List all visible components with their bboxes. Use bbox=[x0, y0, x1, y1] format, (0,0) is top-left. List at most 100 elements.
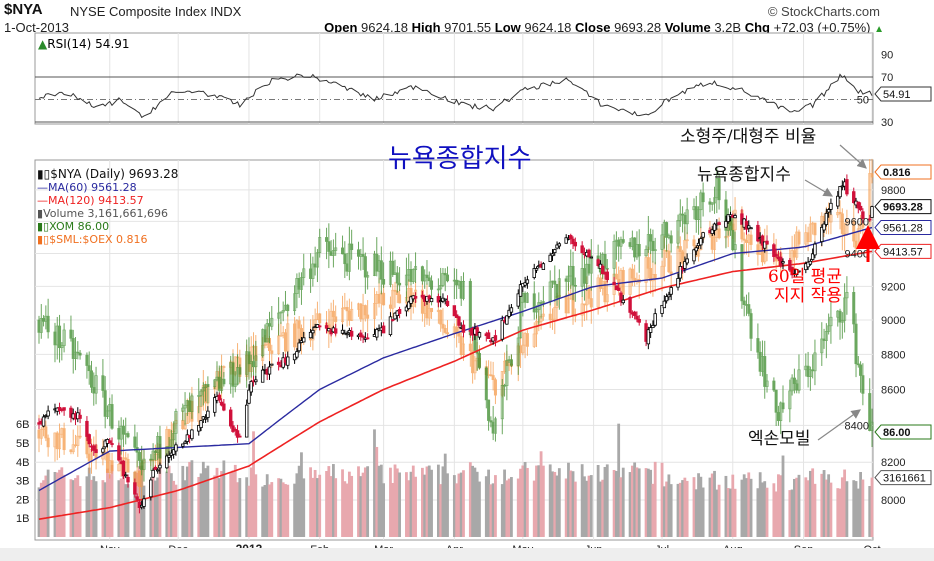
nya-candle bbox=[569, 235, 573, 240]
sml-oex-body bbox=[461, 343, 465, 355]
nya-candle bbox=[62, 407, 66, 411]
sml-oex-body bbox=[589, 298, 593, 308]
volume-bar bbox=[122, 466, 125, 537]
nya-candle bbox=[142, 498, 146, 507]
nya-candle bbox=[185, 434, 190, 442]
xom-body bbox=[197, 395, 201, 397]
xom-body bbox=[361, 254, 365, 257]
xom-body bbox=[813, 352, 817, 372]
volume-bar bbox=[484, 476, 488, 537]
xom-body bbox=[169, 439, 173, 447]
volume-bar bbox=[820, 473, 824, 537]
price-tick-label: 8800 bbox=[881, 349, 905, 361]
security-name: NYSE Composite Index INDX bbox=[70, 4, 241, 19]
volume-bar bbox=[553, 471, 557, 537]
rsi-value-tag: 54.91 bbox=[874, 86, 932, 102]
nya-candle bbox=[135, 496, 139, 500]
nya-candle bbox=[756, 224, 760, 242]
nya-candle bbox=[349, 330, 354, 337]
nya-candle bbox=[669, 287, 673, 295]
up-arrow-icon: ▲ bbox=[874, 24, 884, 35]
volume-bar bbox=[669, 484, 673, 537]
price-tick-label: 9000 bbox=[881, 315, 905, 327]
nya-candle bbox=[635, 315, 639, 320]
xom-body bbox=[60, 345, 64, 349]
nya-candle bbox=[534, 268, 539, 271]
volume-bar bbox=[414, 476, 417, 537]
volume-bar bbox=[174, 484, 178, 537]
sml-oex-body bbox=[446, 332, 450, 335]
xom-body bbox=[311, 263, 315, 279]
sml-oex-body bbox=[124, 457, 128, 460]
volume-bar bbox=[254, 474, 258, 537]
close-label: Close bbox=[575, 20, 611, 35]
nya-candle bbox=[461, 324, 466, 333]
exchange: INDX bbox=[210, 4, 242, 19]
security-name-text: NYSE Composite Index bbox=[70, 4, 207, 19]
sml-oex-body bbox=[393, 289, 397, 292]
volume-bar bbox=[233, 464, 237, 537]
volume-bar bbox=[332, 464, 335, 537]
volume-bar bbox=[270, 482, 274, 537]
sml-oex-body bbox=[411, 301, 415, 307]
volume-bar bbox=[840, 477, 844, 537]
sml-oex-body bbox=[580, 303, 584, 316]
sml-oex-body bbox=[295, 320, 299, 348]
nya-candle bbox=[516, 293, 520, 307]
nya-candle bbox=[297, 342, 301, 352]
ma60-value-tag-box bbox=[874, 220, 932, 236]
xom-body bbox=[206, 383, 210, 387]
volume-value-tag-text: 3161661 bbox=[883, 473, 926, 485]
xom-body bbox=[261, 329, 265, 357]
volume-bar bbox=[795, 477, 799, 537]
sml-value-tag-box bbox=[874, 164, 932, 180]
xom-body bbox=[859, 364, 863, 376]
nya-candle bbox=[324, 325, 329, 329]
open-value: 9624.18 bbox=[361, 20, 409, 35]
rsi-icon: ▲ bbox=[38, 37, 48, 51]
xom-series bbox=[37, 168, 874, 482]
volume-bar bbox=[85, 476, 89, 537]
sml-oex-body bbox=[742, 238, 746, 241]
volume-bar bbox=[765, 487, 769, 537]
xom-body bbox=[747, 304, 751, 314]
nya-candle bbox=[318, 325, 322, 328]
sml-oex-body bbox=[603, 280, 607, 303]
volume-bar bbox=[284, 484, 287, 537]
volume-bar bbox=[603, 466, 607, 537]
volume-bar bbox=[297, 465, 301, 537]
nya-candle bbox=[174, 444, 178, 452]
legend-xom: ▮▯XOM 86.00 bbox=[37, 220, 178, 233]
nya-candle bbox=[475, 327, 479, 336]
volume-bar bbox=[541, 465, 545, 537]
nya-candle bbox=[108, 440, 112, 444]
volume-bar bbox=[407, 480, 411, 537]
xom-body bbox=[484, 367, 488, 401]
volume-bar bbox=[252, 431, 255, 537]
volume-bar bbox=[583, 476, 586, 537]
nya-candle bbox=[747, 225, 751, 229]
volume-bar bbox=[391, 482, 395, 537]
nya-candle bbox=[532, 268, 536, 278]
sml-oex-body bbox=[455, 326, 459, 333]
volume-bar bbox=[204, 468, 207, 537]
price-tick-label: 8600 bbox=[881, 384, 905, 396]
volume-bar bbox=[46, 469, 50, 537]
xom-body bbox=[220, 378, 224, 391]
xom-body bbox=[281, 310, 285, 313]
sml-oex-body bbox=[297, 320, 301, 329]
volume-bar bbox=[158, 443, 162, 537]
volume-bar bbox=[717, 484, 721, 537]
volume-bar bbox=[373, 429, 376, 537]
copyright[interactable]: © StockCharts.com bbox=[767, 4, 880, 19]
volume-bar bbox=[446, 473, 449, 537]
nya-candle bbox=[41, 416, 46, 427]
sml-oex-body bbox=[222, 366, 226, 368]
xom-body bbox=[236, 367, 240, 385]
xom-body bbox=[619, 239, 623, 247]
nya-candle bbox=[137, 501, 142, 508]
xom-body bbox=[357, 249, 361, 257]
xom-body bbox=[315, 252, 319, 268]
xom-body bbox=[792, 377, 796, 385]
nya-candle bbox=[206, 410, 210, 418]
